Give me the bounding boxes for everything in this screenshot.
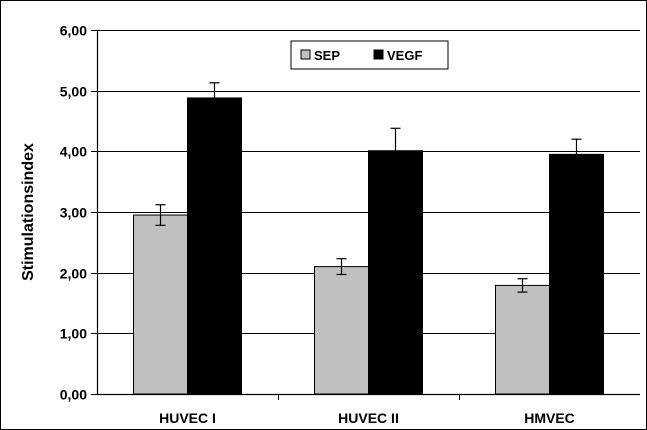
bar-sep-huvec-i <box>133 214 188 395</box>
y-axis-label: Stimulationsindex <box>20 143 37 281</box>
y-tick-label: 0,00 <box>60 387 87 403</box>
bar-sep-huvec-ii <box>314 266 369 395</box>
x-tick-label: HMVEC <box>524 410 575 426</box>
y-tick-label: 6,00 <box>60 23 87 39</box>
y-tick-label: 3,00 <box>60 205 87 221</box>
y-tick-label: 1,00 <box>60 326 87 342</box>
axes: 0,00 1,00 2,00 3,00 4,00 5,00 6,00 HUVEC I HUVEC… <box>60 23 640 426</box>
legend-label-vegf: VEGF <box>387 48 422 63</box>
legend-swatch-sep <box>300 49 311 60</box>
legend-label-sep: SEP <box>314 48 340 63</box>
x-tick-label: HUVEC I <box>159 410 216 426</box>
legend-swatch-vegf <box>373 49 384 60</box>
y-tick-label: 5,00 <box>60 84 87 100</box>
x-tick-label: HUVEC II <box>338 410 399 426</box>
bar-sep-hmvec <box>495 284 550 395</box>
y-tick-label: 2,00 <box>60 266 87 282</box>
y-tick-label: 4,00 <box>60 144 87 160</box>
legend-box <box>290 40 449 70</box>
bar-vegf-hmvec <box>549 153 604 395</box>
bar-vegf-huvec-ii <box>368 150 423 395</box>
bar-vegf-huvec-i <box>187 97 242 395</box>
legend: SEP VEGF <box>290 40 449 70</box>
bars <box>133 82 604 395</box>
